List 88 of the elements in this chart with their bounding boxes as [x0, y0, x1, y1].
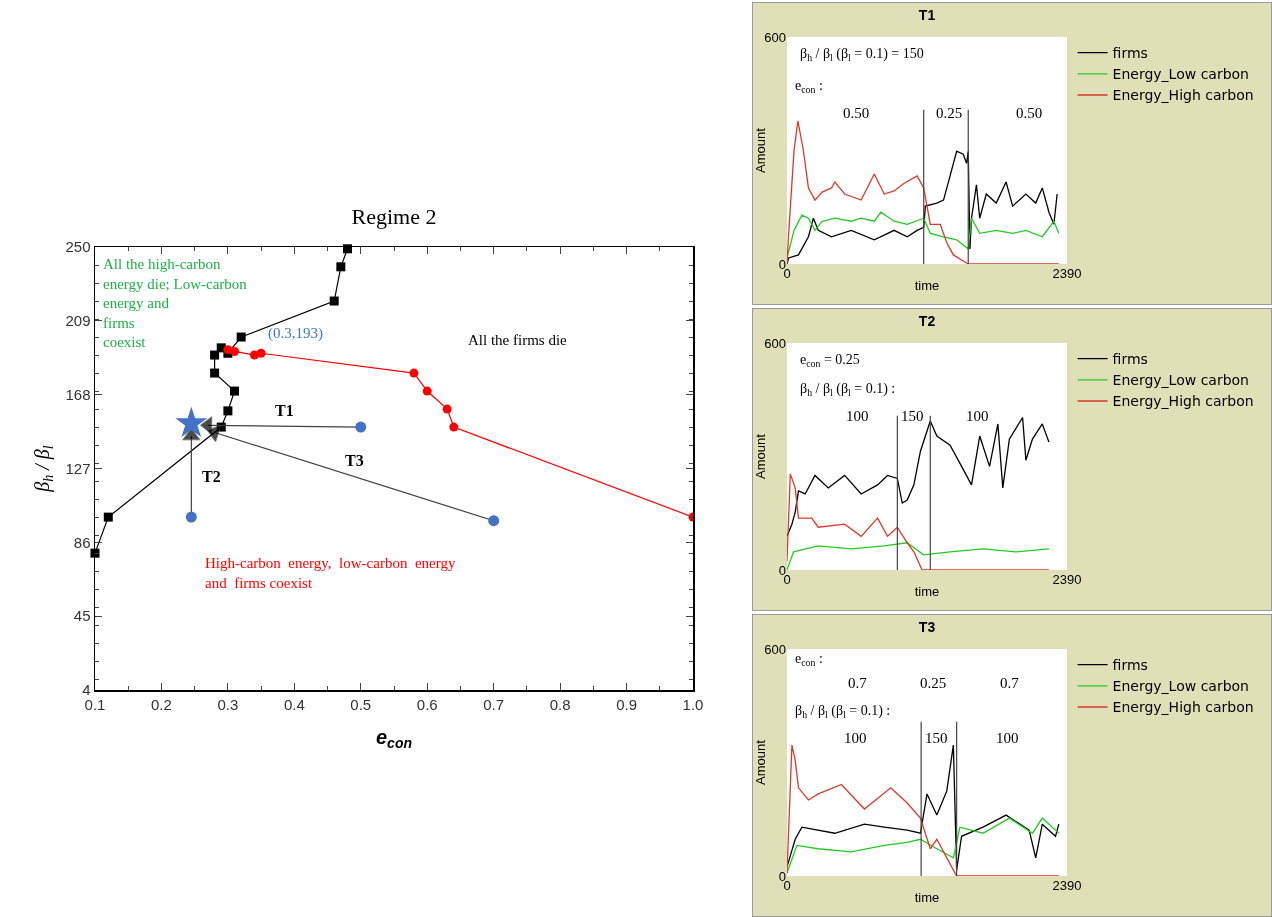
- legend-label: Energy_Low carbon: [1112, 678, 1249, 695]
- annotation: 150: [925, 730, 948, 746]
- point: [488, 515, 500, 527]
- chart-title: T1: [918, 7, 936, 24]
- point: [442, 404, 452, 414]
- point: [210, 350, 220, 360]
- line-series: [787, 817, 1060, 874]
- annotation: β$_{h}$ / β$_{l}$ (β$_{l}$ = 0.1) :: [795, 703, 891, 720]
- point: [256, 348, 266, 358]
- legend-label: Energy_Low carbon: [1112, 66, 1249, 83]
- point: [422, 386, 432, 396]
- x-tick-label: 0.7: [483, 695, 505, 713]
- y-axis-title: Amount: [753, 433, 768, 479]
- y-tick-label: 250: [65, 238, 91, 256]
- series-label: T1: [275, 402, 294, 419]
- y-tick-label: 168: [65, 385, 91, 403]
- legend-label: Energy_Low carbon: [1112, 372, 1249, 389]
- point: [336, 262, 346, 272]
- annotation: High-carbon energy, low-carbon energy and firms coexist: [205, 555, 456, 591]
- annotation: 100: [846, 408, 869, 424]
- y-tick-label: 600: [764, 29, 786, 45]
- line-series: [787, 120, 1060, 264]
- annotation: 0.25: [936, 105, 963, 121]
- annotation: β$_{h}$ / β$_{l}$ (β$_{l}$ = 0.1) :: [800, 381, 896, 398]
- series-label: T3: [345, 452, 364, 469]
- point: [329, 296, 339, 306]
- legend-label: firms: [1112, 351, 1148, 368]
- annotation: 0.50: [1016, 105, 1043, 121]
- annotation: β$_{h}$ / β$_{l}$ (β$_{l}$ = 0.1) = 150: [800, 46, 924, 63]
- line-series: [787, 542, 1050, 570]
- annotation: 100: [844, 730, 867, 746]
- line-series: [787, 150, 1058, 264]
- chart-title: T2: [918, 313, 936, 330]
- line-series: [787, 473, 1050, 570]
- point: [185, 511, 197, 523]
- x-tick-label: 2390: [1052, 572, 1082, 587]
- y-tick-label: 45: [73, 607, 91, 625]
- legend-label: firms: [1112, 45, 1148, 62]
- point: [355, 421, 367, 433]
- annotation: 0.7: [848, 675, 868, 691]
- y-tick-label: 600: [764, 641, 786, 657]
- annotation: All the high-carbon energy die; Low-carbon energy and firms coexist: [103, 256, 248, 350]
- x-tick-label: 0.3: [217, 695, 239, 713]
- point: [230, 386, 240, 396]
- annotation: 0.7: [1000, 675, 1020, 691]
- x-axis-title: time: [914, 583, 940, 599]
- x-tick-label: 2390: [1052, 266, 1082, 281]
- legend-label: Energy_High carbon: [1112, 699, 1254, 716]
- point: [210, 368, 220, 378]
- x-axis-title: e$_{con}$: [375, 725, 413, 751]
- y-tick-label: 127: [65, 459, 91, 477]
- x-tick-label: 0.9: [616, 695, 637, 713]
- x-tick-label: 2390: [1052, 878, 1082, 893]
- annotation: e$_{con}$ :: [795, 78, 823, 95]
- annotation: 0.50: [843, 105, 870, 121]
- annotation: 150: [901, 408, 924, 424]
- x-tick-label: 0.6: [416, 695, 438, 713]
- y-tick-label: 86: [73, 533, 91, 551]
- x-tick-label: 0.2: [151, 695, 172, 713]
- chart-title: Regime 2: [351, 204, 437, 230]
- y-tick-label: 600: [764, 335, 786, 351]
- point: [236, 332, 246, 342]
- x-tick-label: 0.8: [549, 695, 571, 713]
- x-tick-label: 0.4: [283, 695, 305, 713]
- point: [230, 346, 240, 356]
- x-axis-title: time: [914, 277, 940, 293]
- annotation: All the firms die: [468, 332, 568, 348]
- annotation: e$_{con}$ :: [795, 651, 823, 668]
- y-axis-title: Amount: [753, 127, 768, 173]
- legend-label: Energy_High carbon: [1112, 393, 1254, 410]
- x-tick-label: 1.0: [682, 695, 704, 713]
- y-tick-label: 209: [65, 312, 91, 330]
- x-axis-title: time: [914, 889, 940, 905]
- annotation: (0.3,193): [268, 325, 323, 342]
- series-label: T2: [202, 468, 221, 485]
- annotation: 0.25: [920, 675, 947, 691]
- legend-label: firms: [1112, 657, 1148, 674]
- legend-label: Energy_High carbon: [1112, 87, 1254, 104]
- y-axis-title: Amount: [753, 739, 768, 785]
- annotation: 100: [996, 730, 1019, 746]
- point: [449, 422, 459, 432]
- point: [103, 512, 113, 522]
- annotation: 100: [966, 408, 989, 424]
- annotation: e$_{con}$ = 0.25: [800, 352, 860, 369]
- chart-title: T3: [918, 619, 936, 636]
- x-tick-label: 0.5: [350, 695, 372, 713]
- point: [409, 368, 419, 378]
- point: [223, 406, 233, 416]
